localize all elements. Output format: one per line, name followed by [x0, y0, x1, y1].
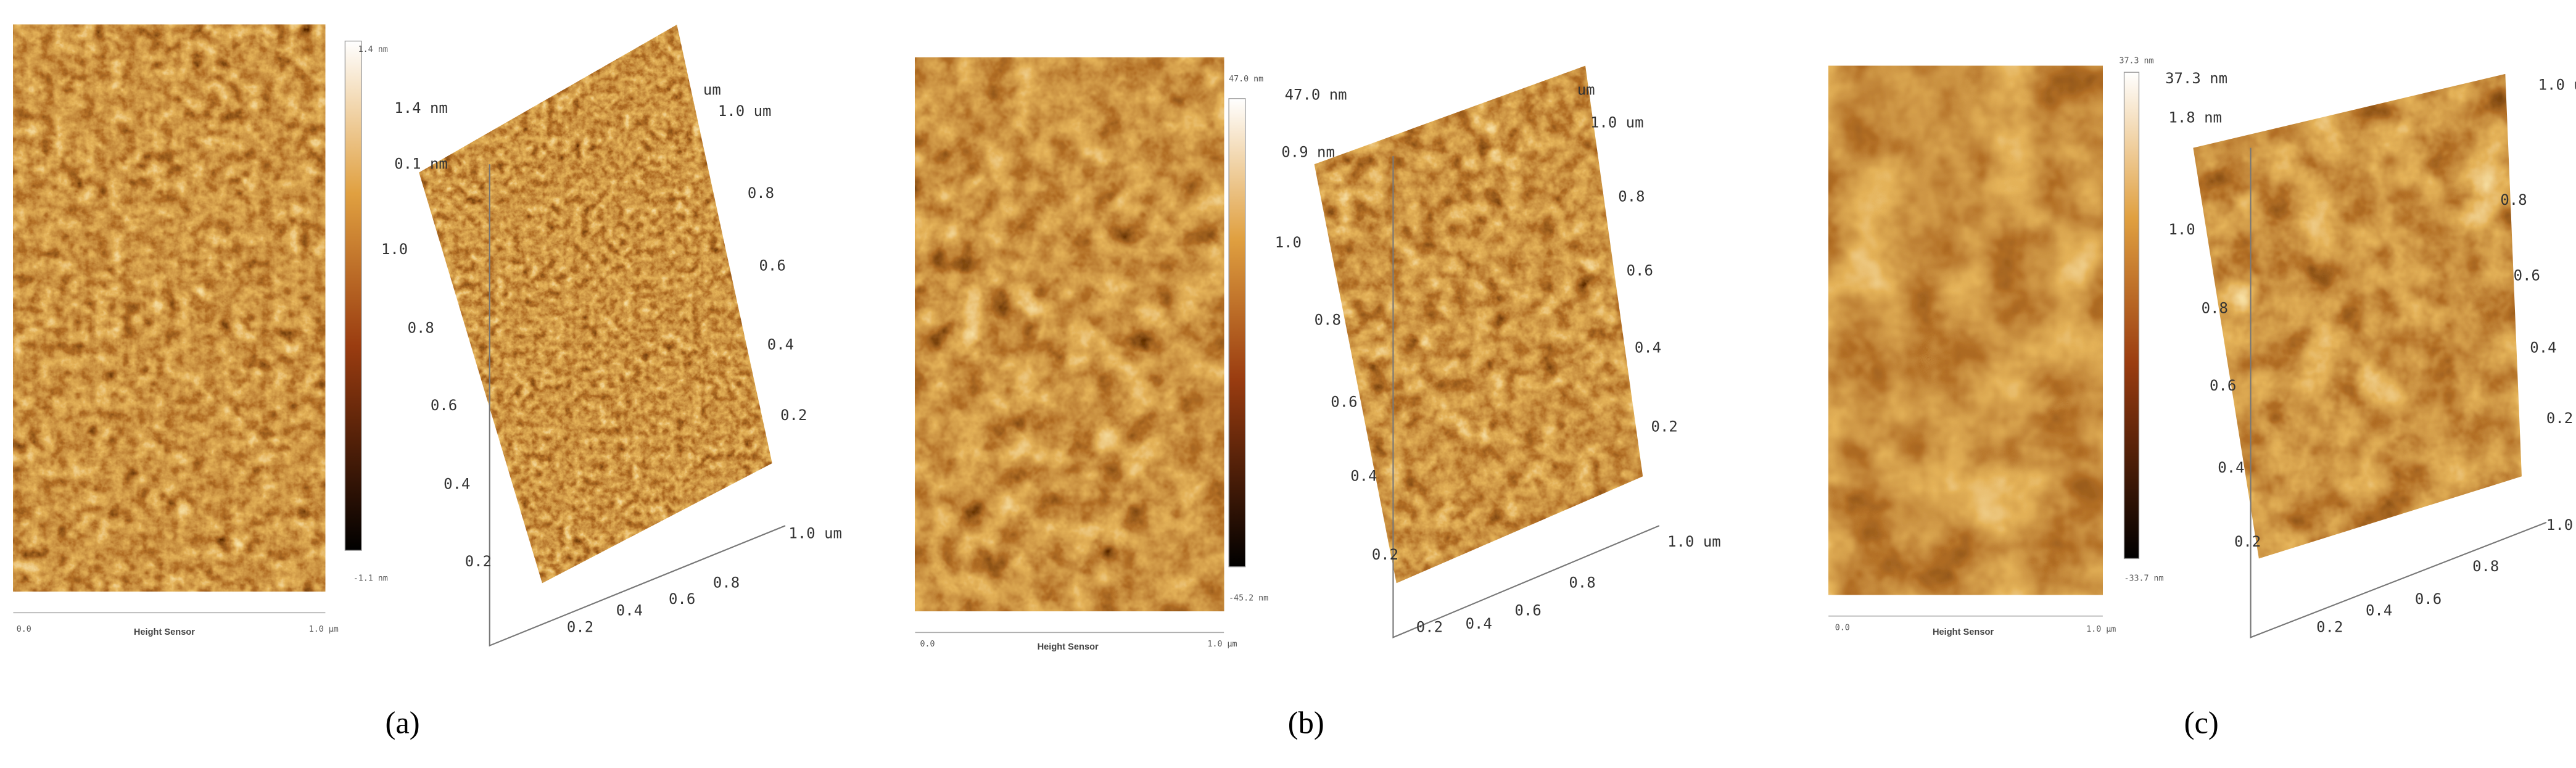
right-tick: 0.6 [1627, 262, 1653, 279]
bottom-tick: 0.6 [669, 590, 695, 608]
surface-frame [2250, 147, 2547, 638]
scale-min: -33.7 nm [2124, 574, 2164, 583]
bottom-tick: 0.8 [2472, 558, 2499, 575]
panel-label: (c) [2184, 706, 2219, 740]
left-tick: 0.6 [2210, 377, 2236, 394]
right-tick: 0.4 [1635, 339, 1661, 357]
x-end: 1.0 µm [309, 625, 339, 634]
right-tick: 1.0 um [2538, 76, 2576, 93]
bottom-tick: 0.8 [713, 574, 740, 591]
right-tick: 0.6 [759, 257, 785, 274]
scale-max: 37.3 nm [2120, 57, 2154, 66]
left-tick: 0.8 [408, 320, 434, 337]
left-tick: 0.6 [431, 397, 457, 414]
bottom-tick: 0.2 [1416, 618, 1443, 635]
left-tick: 0.4 [1350, 467, 1377, 484]
x-label: Height Sensor [1038, 642, 1099, 652]
left-tick: 0.4 [2218, 459, 2244, 476]
surface-frame [1392, 155, 1660, 638]
z-label: 0.9 nm [1281, 144, 1335, 161]
right-tick: 0.2 [780, 407, 807, 424]
left-tick: 1.0 [381, 241, 408, 258]
right-tick: 1.0 um [1590, 114, 1644, 131]
z-label: 0.1 nm [394, 155, 448, 172]
right-tick: 0.8 [748, 184, 774, 202]
panel: 37.3 nm -33.7 nm 0.0 Height Sensor 1.0 µm 37.… [1828, 57, 2576, 740]
right-tick: 0.8 [2500, 191, 2527, 209]
left-tick: 0.8 [1315, 311, 1341, 328]
left-tick: 0.8 [2202, 300, 2228, 317]
panel-label: (b) [1288, 706, 1324, 740]
z-label: 1.4 nm [394, 99, 448, 117]
scale-max: 1.4 nm [358, 45, 388, 54]
bottom-tick: 0.4 [2366, 602, 2392, 619]
x-label: Height Sensor [1933, 627, 1994, 637]
left-tick: 1.0 [2168, 221, 2195, 238]
bottom-tick: 0.2 [2316, 618, 2343, 635]
color-scale [344, 40, 362, 551]
bottom-tick: 0.8 [1569, 574, 1595, 591]
z-label: 1.8 nm [2168, 109, 2222, 126]
bottom-tick: 0.6 [1515, 602, 1542, 619]
right-tick: 0.6 [2514, 266, 2540, 284]
x-start: 0.0 [1835, 623, 1850, 632]
surface-frame [489, 164, 786, 647]
surface-texture [2193, 73, 2522, 559]
left-tick: 0.2 [1372, 546, 1398, 563]
panel: 1.4 nm -1.1 nm 0.0 Height Sensor 1.0 µm 1.4 n… [13, 24, 842, 740]
right-tick: 0.2 [2546, 410, 2573, 427]
scale-min: -45.2 nm [1229, 593, 1268, 603]
z-label: 47.0 nm [1285, 86, 1347, 103]
left-tick: 0.2 [2234, 533, 2261, 550]
right-tick: 0.8 [1618, 188, 1645, 205]
right-unit: um [1577, 81, 1595, 98]
surface-3d [1314, 65, 1643, 584]
z-label: 37.3 nm [2165, 70, 2227, 87]
bottom-tick: 1.0 um [788, 525, 842, 542]
left-tick: 0.2 [465, 553, 492, 570]
height-map [915, 57, 1224, 611]
x-start: 0.0 [17, 625, 31, 634]
color-scale [2123, 72, 2140, 559]
x-label: Height Sensor [134, 627, 195, 637]
color-scale [1228, 98, 1246, 568]
surface-texture [1314, 65, 1643, 584]
scale-max: 47.0 nm [1229, 75, 1263, 84]
x-start: 0.0 [920, 640, 935, 649]
bottom-tick: 0.4 [1466, 615, 1492, 632]
x-end: 1.0 µm [1208, 640, 1237, 649]
left-tick: 0.6 [1331, 393, 1357, 410]
height-map [1828, 65, 2103, 595]
bottom-tick: 0.4 [616, 602, 643, 619]
panel-label: (a) [386, 706, 420, 740]
right-unit: um [703, 81, 721, 98]
right-tick: 0.4 [2530, 339, 2556, 357]
panel: 47.0 nm -45.2 nm 0.0 Height Sensor 1.0 µm 47.… [915, 57, 1721, 740]
bottom-tick: 0.2 [567, 618, 593, 635]
height-map [13, 24, 326, 592]
right-tick: 1.0 um [718, 102, 772, 120]
scale-min: -1.1 nm [353, 574, 388, 583]
x-end: 1.0 µm [2086, 625, 2116, 634]
right-tick: 0.2 [1651, 418, 1678, 435]
left-tick: 0.4 [444, 476, 470, 493]
left-tick: 1.0 [1275, 234, 1302, 251]
right-tick: 0.4 [767, 336, 794, 353]
surface-3d [2193, 73, 2522, 559]
bottom-tick: 1.0 um [1667, 533, 1721, 550]
bottom-tick: 1.0 um [2546, 516, 2576, 534]
bottom-tick: 0.6 [2415, 590, 2442, 608]
